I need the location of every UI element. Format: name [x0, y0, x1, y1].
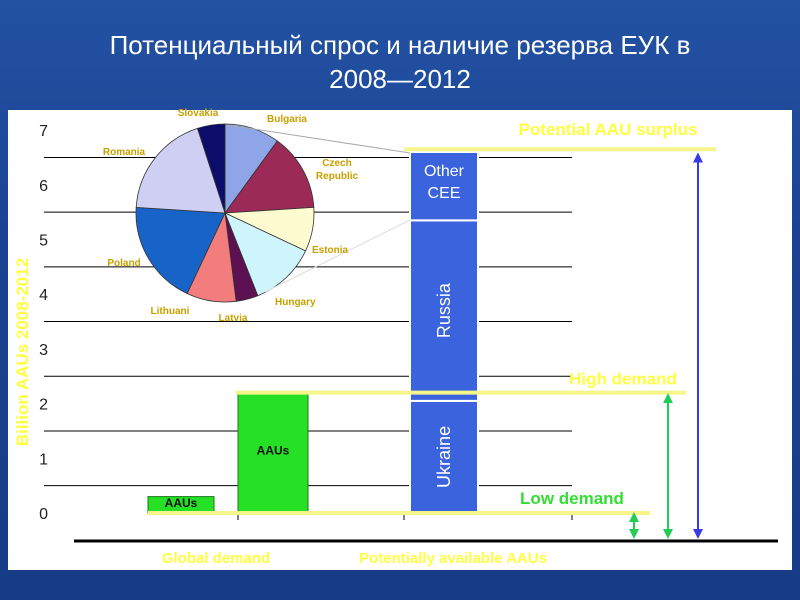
pie-slice-label: Hungary	[275, 297, 316, 308]
supply-stack-segment	[409, 399, 479, 514]
supply-segment-label: Russia	[434, 282, 454, 338]
pie-slice-label: Slovakia	[178, 108, 219, 119]
pie-slice-label: Estonia	[312, 245, 349, 256]
y-tick-label: 2	[39, 397, 48, 414]
pie-slice-label: Latvia	[219, 313, 248, 324]
reference-line-label: Potential AAU surplus	[519, 120, 698, 139]
reference-line-label: Low demand	[520, 489, 624, 508]
demand-bar	[237, 392, 309, 514]
pie-connector-line	[227, 124, 411, 154]
pie-slice-label: Romania	[103, 147, 146, 158]
reference-line-label: High demand	[569, 370, 677, 389]
slide-title-line-1: Потенциальный спрос и наличие резерва ЕУ…	[109, 30, 691, 60]
pie-slice	[135, 206, 226, 295]
y-tick-label: 7	[39, 123, 48, 140]
supply-stack-segment	[409, 150, 479, 222]
supply-segment-label: Ukraine	[434, 426, 454, 488]
y-tick-label: 3	[39, 342, 48, 359]
x-group-label: Potentially available AAUs	[359, 550, 547, 567]
y-axis-title: Billion AAUs 2008-2012	[13, 258, 32, 446]
pie-slice-label: Lithuani	[151, 306, 190, 317]
pie-slice	[224, 212, 307, 297]
pie-connector-line	[264, 219, 411, 293]
supply-segment-label: Other	[424, 163, 465, 180]
y-tick-label: 5	[39, 233, 48, 250]
source-note: Source: World Bank estimates	[623, 556, 758, 567]
demand-bar-label: AAUs	[257, 444, 290, 458]
supply-stack-segment	[409, 219, 479, 402]
demand-bar-label: AAUs	[165, 496, 198, 510]
pie-slice-label: Bulgaria	[267, 114, 307, 125]
slide-title: Потенциальный спрос и наличие резерва ЕУ…	[0, 28, 800, 96]
y-tick-label: 1	[39, 451, 48, 468]
pie-slice-label: Republic	[316, 171, 359, 182]
pie-slice-label: Poland	[107, 258, 140, 269]
pie-slice-label: Czech	[322, 158, 351, 169]
pie-slice	[224, 140, 315, 214]
pie-slice	[196, 123, 226, 214]
y-tick-label: 0	[39, 506, 48, 523]
pie-slice	[135, 127, 226, 214]
plot-background	[8, 110, 792, 570]
x-group-label: Global demand	[162, 550, 270, 567]
y-tick-label: 4	[39, 287, 48, 304]
slide-title-line-2: 2008—2012	[329, 64, 471, 94]
supply-segment-label: CEE	[428, 185, 461, 202]
y-tick-label: 6	[39, 178, 48, 195]
